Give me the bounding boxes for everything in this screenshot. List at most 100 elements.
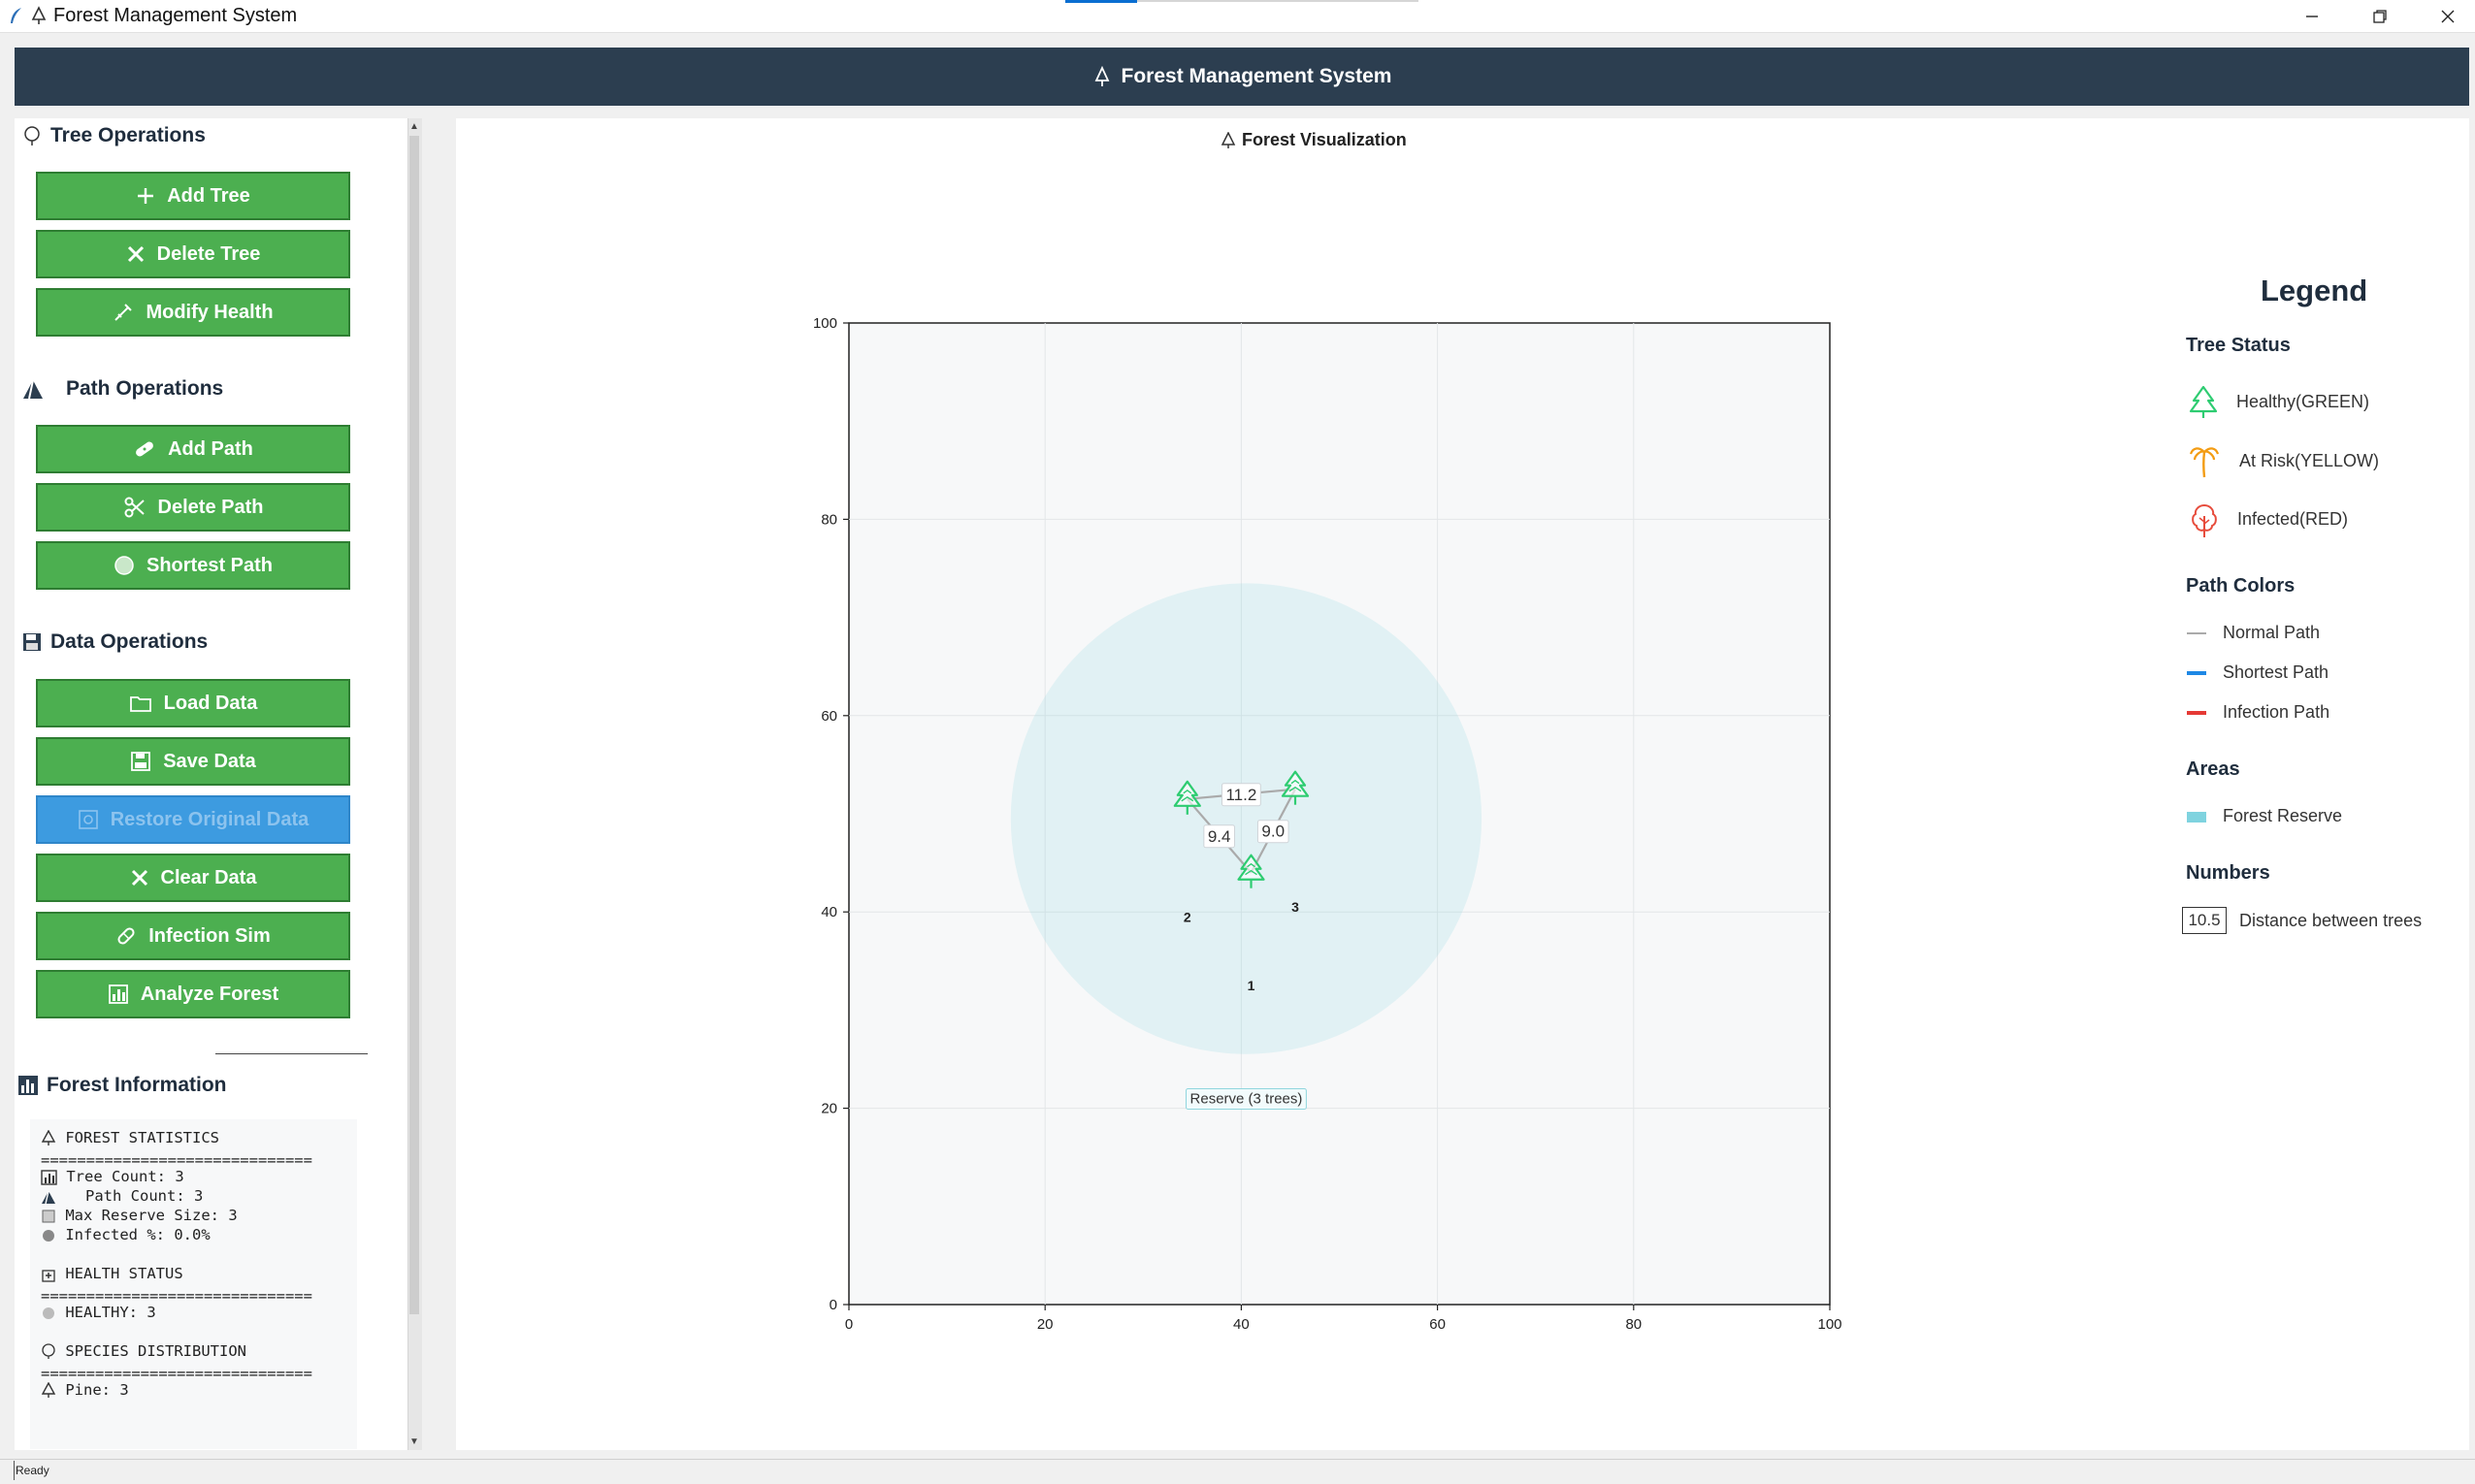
feather-app-icon [11,8,21,23]
modify-health-button[interactable]: Modify Health [36,288,350,337]
tree-marker[interactable] [1173,780,1201,815]
tree-operations-heading: Tree Operations [21,124,206,147]
separator-line: ============================== [41,1287,312,1305]
reserve-square-icon [42,1210,55,1222]
normal-path-swatch [2187,632,2206,634]
path-count-line: Path Count: 3 [41,1187,203,1205]
tree-id-label: 1 [1248,978,1255,993]
close-x-icon [131,869,147,887]
number-sample-box: 10.5 [2182,907,2227,934]
analyze-forest-button[interactable]: Analyze Forest [36,970,350,1018]
folder-icon [129,696,151,712]
close-x-icon [127,245,144,263]
separator [215,1053,368,1054]
add-path-button[interactable]: Add Path [36,425,350,473]
save-data-button[interactable]: Save Data [36,737,350,786]
tree-marker-branches [1181,789,1194,802]
separator-line: ============================== [41,1365,312,1382]
shortest-path-swatch [2187,671,2206,675]
x-tick-label: 60 [1429,1316,1446,1333]
tree-marker[interactable] [1281,770,1310,805]
clear-data-button[interactable]: Clear Data [36,854,350,902]
legend-shortest-path-label: Shortest Path [2223,662,2329,682]
scissors-icon [124,497,145,518]
y-tick-label: 0 [830,1297,837,1313]
tree-outline-icon [24,126,40,145]
distance-label-box [1203,824,1235,849]
y-tick-label: 20 [821,1101,837,1117]
plus-icon [138,188,154,204]
minimize-icon [2306,15,2318,17]
add-tree-button[interactable]: Add Tree [36,172,350,220]
minimize-button[interactable] [2278,0,2346,32]
status-bar [0,1459,2475,1484]
status-text: Ready [16,1464,49,1477]
scrollbar-thumb[interactable] [409,136,419,1314]
legend-tree-status-heading: Tree Status [2186,335,2291,356]
tree-outline-icon [42,1343,55,1359]
x-tick-label: 100 [1817,1316,1841,1333]
legend-distance-label: Distance between trees [2239,911,2423,930]
legend-areas-heading: Areas [2186,758,2240,780]
plot-area [848,322,1831,1306]
infection-sim-button[interactable]: Infection Sim [36,912,350,960]
healthy-tree-icon [2189,385,2218,418]
circle-icon [43,1229,54,1242]
tree-icon [31,6,47,24]
tree-icon [1221,131,1236,148]
shortest-path-button[interactable]: Shortest Path [36,541,350,590]
distance-label: 9.4 [1208,827,1231,846]
syringe-icon [114,304,133,321]
stats-title-line: FOREST STATISTICS [41,1129,219,1146]
x-tick-label: 80 [1625,1316,1642,1333]
restore-icon [2373,9,2387,23]
delete-tree-button[interactable]: Delete Tree [36,230,350,278]
max-reserve-line: Max Reserve Size: 3 [41,1207,238,1224]
legend-numbers-heading: Numbers [2186,862,2270,884]
bar-chart-icon [41,1169,57,1185]
legend-infected-label: Infected(RED) [2237,509,2349,529]
floppy-disk-icon [131,752,151,771]
pill-icon [117,927,135,945]
close-icon [2441,10,2455,22]
circle-icon [43,1307,54,1319]
tree-icon [41,1130,56,1145]
forest-info-textbox[interactable] [30,1119,357,1449]
restore-button[interactable] [2346,0,2414,32]
legend-forest-reserve-label: Forest Reserve [2223,806,2343,825]
path-mountain-icon [42,1190,55,1204]
tree-icon [1094,66,1109,86]
scroll-down-icon[interactable]: ▼ [409,1436,419,1447]
distance-label-box [1256,820,1289,844]
header-title: Forest Management System [1121,65,1392,87]
legend-infection-path-label: Infection Path [2223,702,2330,722]
legend-path-colors-heading: Path Colors [2186,575,2296,597]
tree-marker[interactable] [1237,854,1265,888]
data-operations-heading: Data Operations [21,630,208,654]
separator-line: ============================== [41,1151,312,1169]
legend-normal-path-label: Normal Path [2223,623,2321,642]
tree-icon [41,1382,56,1398]
path-mountain-icon [23,379,43,400]
distance-label: 9.0 [1261,823,1285,841]
app-header: Forest Management System [15,48,2469,106]
tree-marker-branches [1288,779,1302,792]
delete-path-button[interactable]: Delete Path [36,483,350,532]
legend-title: Legend [2261,274,2368,307]
at-risk-palm-icon [2189,447,2220,478]
x-tick-label: 0 [845,1316,853,1333]
status-bar-edge [14,1461,15,1480]
load-data-button[interactable]: Load Data [36,679,350,727]
tab-indicator [1065,0,1137,3]
forest-information-heading: Forest Information [17,1074,227,1097]
close-button[interactable] [2414,0,2475,32]
healthy-count-line: HEALTHY: 3 [41,1304,156,1321]
restore-original-data-button[interactable]: Restore Original Data [36,795,350,844]
reserve-label: Reserve (3 trees) [1190,1090,1303,1107]
x-tick-label: 40 [1233,1316,1250,1333]
scroll-up-icon[interactable]: ▲ [409,120,419,132]
reserve-label-box [1186,1087,1307,1110]
y-tick-label: 40 [821,904,837,920]
legend-healthy-label: Healthy(GREEN) [2236,392,2370,411]
